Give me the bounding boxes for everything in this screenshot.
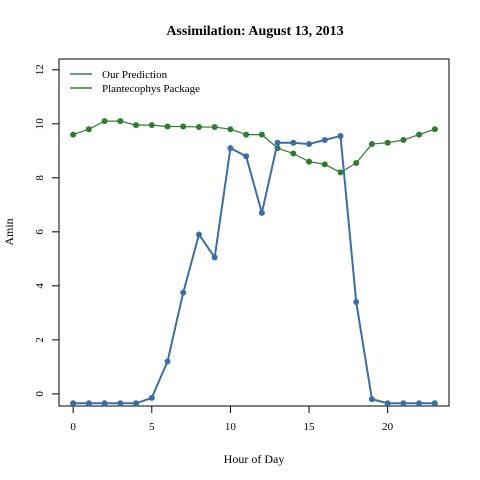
x-tick-label: 20: [382, 421, 394, 433]
y-tick-label: 6: [34, 229, 46, 235]
legend-label: Plantecophys Package: [102, 83, 200, 95]
y-tick-label: 10: [34, 118, 46, 130]
plot-frame: [58, 58, 450, 407]
data-point-plantecophys-package: [290, 150, 297, 157]
data-point-our-prediction: [117, 400, 124, 407]
y-tick-label: 4: [34, 283, 46, 289]
y-axis: 0 2 4 6 8 10 12: [34, 64, 60, 397]
data-point-plantecophys-package: [211, 124, 218, 131]
series-line-our-prediction: [73, 134, 435, 405]
data-point-plantecophys-package: [117, 118, 124, 125]
data-point-our-prediction: [101, 400, 108, 407]
data-point-plantecophys-package: [337, 169, 344, 176]
data-point-our-prediction: [274, 139, 281, 146]
data-point-our-prediction: [400, 400, 407, 407]
y-tick-label: 8: [34, 175, 46, 181]
data-point-our-prediction: [211, 254, 218, 261]
data-point-plantecophys-package: [148, 122, 155, 129]
data-point-our-prediction: [290, 139, 297, 146]
data-point-plantecophys-package: [416, 131, 423, 138]
data-point-our-prediction: [353, 299, 360, 306]
y-axis-label: Amin: [2, 218, 16, 245]
data-point-our-prediction: [431, 400, 438, 407]
data-point-our-prediction: [384, 400, 391, 407]
data-point-our-prediction: [148, 394, 155, 401]
data-point-plantecophys-package: [258, 131, 265, 138]
data-point-plantecophys-package: [306, 158, 313, 165]
data-point-our-prediction: [258, 209, 265, 216]
data-point-plantecophys-package: [243, 131, 250, 138]
data-point-our-prediction: [368, 396, 375, 403]
x-tick-label: 5: [149, 421, 155, 433]
x-tick-label: 10: [225, 421, 237, 433]
data-point-our-prediction: [180, 289, 187, 296]
series-layer: [70, 118, 438, 407]
data-point-plantecophys-package: [85, 126, 92, 133]
data-point-our-prediction: [416, 400, 423, 407]
data-point-our-prediction: [70, 400, 77, 407]
data-point-plantecophys-package: [195, 124, 202, 131]
data-point-plantecophys-package: [353, 159, 360, 166]
data-point-our-prediction: [195, 231, 202, 238]
data-point-our-prediction: [85, 400, 92, 407]
x-tick-label: 0: [70, 421, 76, 433]
data-point-plantecophys-package: [384, 139, 391, 146]
y-tick-label: 12: [34, 64, 46, 75]
series-line-plantecophys-package: [72, 120, 436, 174]
data-point-plantecophys-package: [227, 126, 234, 133]
data-point-plantecophys-package: [321, 161, 328, 168]
data-point-plantecophys-package: [70, 131, 77, 138]
legend: Our Prediction Plantecophys Package: [70, 69, 200, 95]
data-point-plantecophys-package: [101, 118, 108, 125]
data-point-plantecophys-package: [368, 141, 375, 148]
data-point-our-prediction: [227, 145, 234, 152]
data-point-plantecophys-package: [431, 126, 438, 133]
data-point-plantecophys-package: [133, 122, 140, 129]
data-point-plantecophys-package: [180, 123, 187, 130]
data-point-plantecophys-package: [164, 123, 171, 130]
x-axis-label: Hour of Day: [224, 452, 285, 466]
x-axis: 0 5 10 15 20: [70, 405, 394, 433]
y-tick-label: 0: [34, 391, 46, 397]
data-point-our-prediction: [133, 400, 140, 407]
x-tick-label: 15: [304, 421, 316, 433]
y-tick-label: 2: [34, 337, 46, 343]
data-point-our-prediction: [164, 358, 171, 365]
data-point-our-prediction: [243, 153, 250, 160]
data-point-our-prediction: [321, 137, 328, 144]
data-point-our-prediction: [337, 132, 344, 139]
data-point-plantecophys-package: [400, 137, 407, 144]
chart-title: Assimilation: August 13, 2013: [166, 24, 343, 39]
data-point-our-prediction: [306, 141, 313, 148]
legend-label: Our Prediction: [102, 69, 168, 81]
